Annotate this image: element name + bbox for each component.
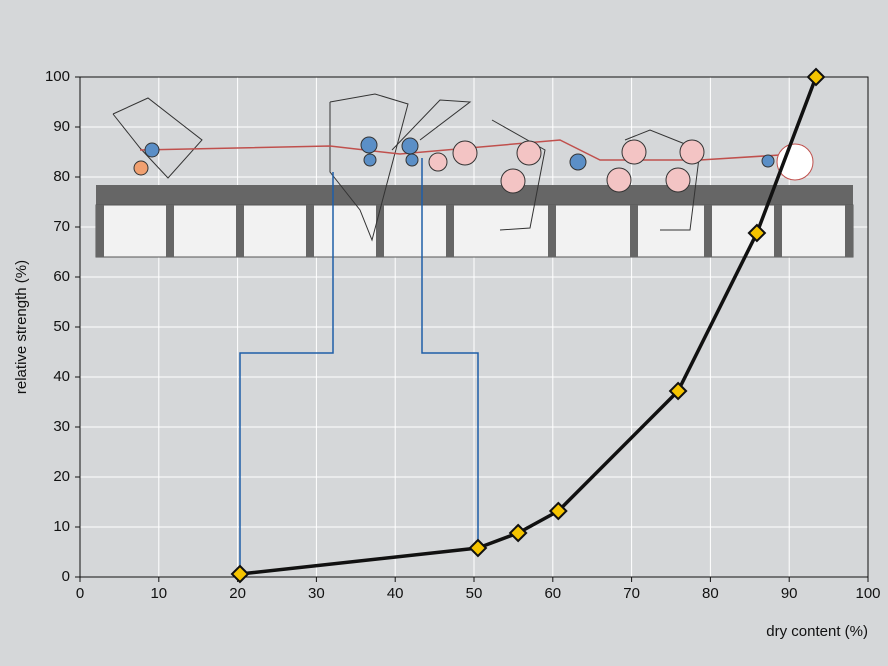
y-tick-label: 90 — [53, 118, 70, 135]
x-tick-label: 20 — [229, 585, 246, 602]
y-tick-label: 10 — [53, 518, 70, 535]
y-tick-label: 30 — [53, 418, 70, 435]
data-marker — [548, 501, 568, 521]
x-tick-label: 10 — [150, 585, 167, 602]
x-tick-label: 100 — [855, 585, 880, 602]
y-tick-label: 20 — [53, 468, 70, 485]
y-tick-label: 70 — [53, 218, 70, 235]
x-tick-label: 0 — [76, 585, 84, 602]
y-axis-label: relative strength (%) — [13, 260, 30, 394]
machine-illustration — [95, 93, 854, 258]
y-tick-label: 80 — [53, 168, 70, 185]
machine-base — [95, 204, 854, 258]
x-tick-label: 40 — [387, 585, 404, 602]
y-tick-label: 40 — [53, 368, 70, 385]
machine-frame — [96, 185, 853, 205]
section-connectors — [239, 158, 479, 577]
machine-legs — [96, 205, 853, 257]
x-axis-label: dry content (%) — [766, 623, 868, 640]
data-marker — [468, 538, 488, 558]
data-marker — [668, 381, 688, 401]
x-tick-label: 70 — [623, 585, 640, 602]
y-tick-label: 100 — [45, 68, 70, 85]
x-tick-label: 30 — [308, 585, 325, 602]
y-tick-label: 50 — [53, 318, 70, 335]
y-tick-label: 60 — [53, 268, 70, 285]
plot: 0 10 20 30 40 50 60 70 80 90 100 0 10 20 30 40 50 60 70 80 9… — [45, 67, 881, 602]
data-marker — [230, 564, 250, 584]
data-marker — [747, 223, 767, 243]
data-marker — [806, 67, 826, 87]
data-marker — [508, 523, 528, 543]
x-tick-label: 80 — [702, 585, 719, 602]
x-tick-label: 60 — [544, 585, 561, 602]
x-tick-label: 50 — [466, 585, 483, 602]
y-tick-label: 0 — [62, 568, 70, 585]
x-tick-label: 90 — [781, 585, 798, 602]
